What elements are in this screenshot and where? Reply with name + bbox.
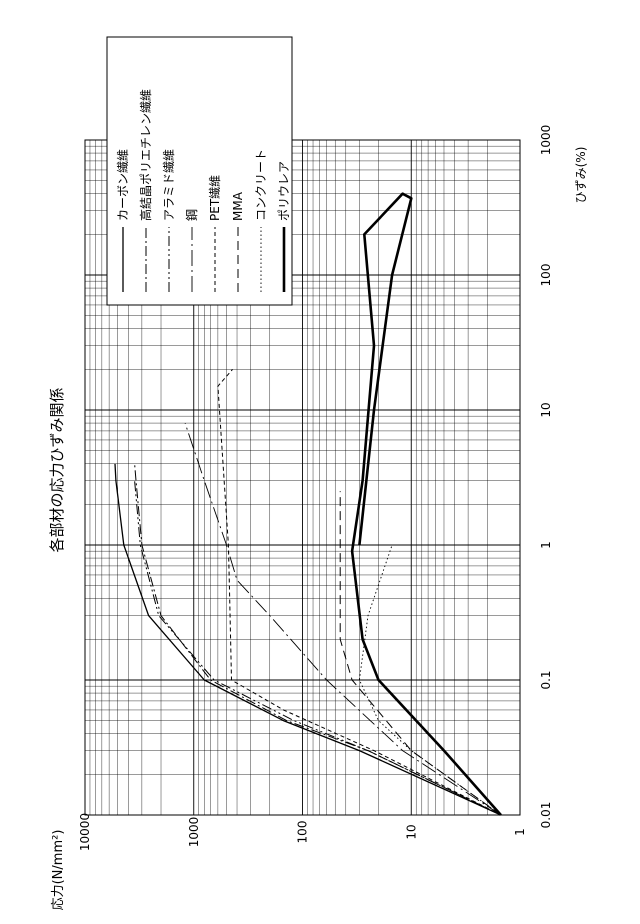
series-line-4 <box>184 422 502 816</box>
strain-tick-label: 0.1 <box>539 670 553 689</box>
legend-label-7: コンクリート <box>254 149 268 221</box>
series-line-3 <box>134 480 502 816</box>
series-line-1 <box>114 463 502 816</box>
chart-title: 各部材の応力ひずみ関係 <box>48 387 66 552</box>
series-line-6 <box>339 491 502 816</box>
strain-tick-label: 10 <box>539 402 553 417</box>
legend-label-4: 鋼 <box>185 209 199 221</box>
x-axis-label: ひずみ(%) <box>574 147 588 204</box>
tick-labels: 0.01 0.1 1 10 100 1000 1 10 100 1000 10000 <box>78 125 553 851</box>
series-line-5 <box>217 369 502 816</box>
legend-label-8: ポリウレア <box>277 161 291 221</box>
legend: カーボン繊維 高結晶ポリエチレン繊維 アラミド繊維鋼 PET繊維 MMA コンクリート ポリ… <box>106 36 293 306</box>
series-lines <box>114 192 502 816</box>
strain-tick-label: 1 <box>539 541 553 549</box>
legend-label-3: アラミド繊維 <box>162 149 176 221</box>
series-line-8 <box>350 192 502 816</box>
strain-tick-label: 100 <box>539 264 553 287</box>
stress-tick-label: 10000 <box>78 813 92 851</box>
y-axis-label: 応力(N/mm²) <box>51 830 66 911</box>
legend-label-6: MMA <box>231 191 245 221</box>
strain-tick-label: 1000 <box>539 125 553 156</box>
stress-tick-label: 1000 <box>187 817 201 848</box>
legend-label-1: カーボン繊維 <box>116 149 130 221</box>
stress-tick-label: 100 <box>296 821 310 844</box>
legend-label-5: PET繊維 <box>208 175 222 221</box>
legend-label-2: 高結晶ポリエチレン繊維 <box>138 89 153 221</box>
series-line-7 <box>358 544 502 816</box>
legend-box <box>106 36 293 306</box>
strain-tick-label: 0.01 <box>539 802 553 829</box>
stress-tick-label: 1 <box>513 828 527 836</box>
stress-tick-label: 10 <box>404 824 418 839</box>
